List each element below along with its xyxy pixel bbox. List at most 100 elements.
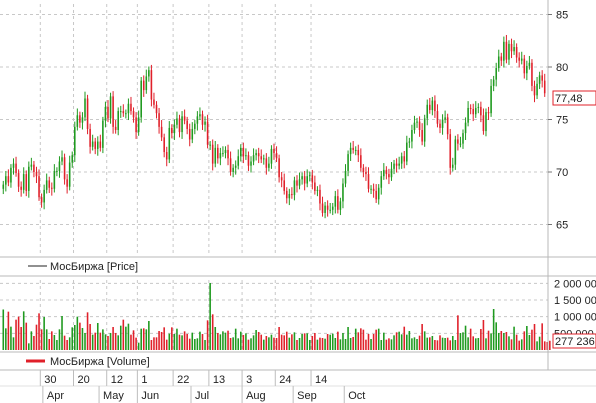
- candle-body: [296, 180, 298, 186]
- candle-body: [176, 118, 178, 125]
- volume-bar: [40, 329, 43, 350]
- volume-bar: [505, 332, 508, 350]
- volume-tick-label: 1 000 000: [554, 312, 596, 324]
- candle-body: [196, 116, 199, 124]
- candle-body: [533, 85, 536, 96]
- volume-bar: [222, 331, 224, 350]
- candle-body: [250, 161, 252, 166]
- volume-bar: [403, 326, 406, 350]
- time-month-label: Jun: [141, 390, 159, 402]
- volume-bar: [298, 338, 301, 350]
- candle-body: [480, 106, 482, 116]
- volume-bar: [168, 333, 171, 350]
- volume-bar: [247, 339, 250, 350]
- candle-body: [273, 148, 275, 154]
- candle-body: [232, 167, 234, 172]
- volume-bar: [224, 332, 227, 350]
- candle-body: [444, 117, 446, 120]
- volume-bar: [2, 309, 5, 350]
- candle-body: [316, 189, 319, 191]
- candle-body: [528, 62, 531, 66]
- time-day-label: 1: [141, 374, 147, 386]
- candle-body: [224, 149, 227, 154]
- candle-body: [288, 194, 291, 199]
- candle-body: [311, 175, 314, 183]
- volume-bar: [68, 337, 71, 350]
- candle-body: [119, 111, 122, 113]
- candle-body: [165, 152, 168, 160]
- candle-body: [214, 147, 217, 164]
- candle-body: [485, 112, 487, 132]
- candle-body: [117, 111, 119, 130]
- volume-legend: МосБиржа [Volume]: [26, 356, 150, 368]
- volume-bar: [416, 339, 418, 350]
- price-tick-label: 85: [556, 10, 568, 22]
- volume-bar: [347, 327, 349, 350]
- candle-body: [280, 177, 283, 181]
- volume-bar: [462, 332, 464, 350]
- volume-bar: [283, 335, 286, 350]
- candle-body: [15, 163, 17, 174]
- volume-bar: [398, 331, 400, 350]
- candle-body: [457, 139, 459, 144]
- price-legend-label: МосБиржа [Price]: [50, 261, 138, 273]
- candle-body: [436, 111, 439, 124]
- time-day-label: 22: [177, 374, 189, 386]
- volume-bar: [91, 334, 94, 350]
- volume-bar: [201, 334, 204, 350]
- candle-body: [132, 111, 135, 118]
- volume-bar: [188, 338, 191, 350]
- volume-bar: [321, 338, 324, 350]
- time-day-label: 14: [315, 374, 327, 386]
- volume-bar: [178, 334, 181, 350]
- volume-bar: [204, 340, 206, 350]
- volume-bar: [426, 337, 429, 350]
- volume-bar: [252, 335, 255, 350]
- candle-body: [449, 134, 452, 168]
- candle-body: [262, 158, 265, 160]
- candle-body: [240, 147, 242, 157]
- volume-bar: [375, 329, 377, 350]
- volume-bar: [314, 333, 316, 350]
- volume-bar: [418, 335, 421, 350]
- volume-bar: [467, 337, 469, 350]
- candle-body: [531, 62, 533, 86]
- volume-tick-label: 2 000 000: [554, 278, 596, 290]
- volume-bar: [311, 336, 314, 350]
- candle-body: [467, 107, 469, 123]
- volume-bar: [245, 333, 247, 350]
- candle-body: [63, 157, 66, 180]
- volume-bar: [25, 322, 28, 350]
- volume-bar: [38, 313, 40, 350]
- candle-body: [508, 43, 510, 60]
- volume-bar: [482, 320, 485, 350]
- candle-body: [219, 153, 222, 159]
- candle-body: [398, 163, 400, 166]
- candle-body: [464, 122, 467, 134]
- volume-bar: [367, 334, 370, 350]
- volume-bar: [446, 337, 449, 350]
- candle-body: [411, 130, 413, 142]
- candle-body: [127, 103, 130, 114]
- candle-body: [400, 156, 403, 164]
- candle-body: [109, 96, 112, 119]
- candle-body: [194, 123, 196, 129]
- candle-body: [536, 83, 538, 96]
- candle-body: [439, 123, 441, 128]
- volume-bar: [181, 335, 183, 350]
- volume-bar: [515, 334, 518, 350]
- volume-bar: [273, 337, 275, 350]
- candle-body: [191, 128, 194, 140]
- volume-bar: [454, 340, 457, 350]
- volume-bar: [125, 326, 127, 350]
- candle-body: [12, 163, 15, 168]
- candle-body: [301, 176, 303, 180]
- volume-bar: [303, 333, 306, 350]
- candle-body: [474, 107, 477, 115]
- candle-body: [367, 174, 370, 189]
- volume-bar: [285, 331, 288, 350]
- time-day-label: 20: [78, 374, 90, 386]
- candle-body: [2, 184, 5, 189]
- volume-bar: [357, 332, 360, 350]
